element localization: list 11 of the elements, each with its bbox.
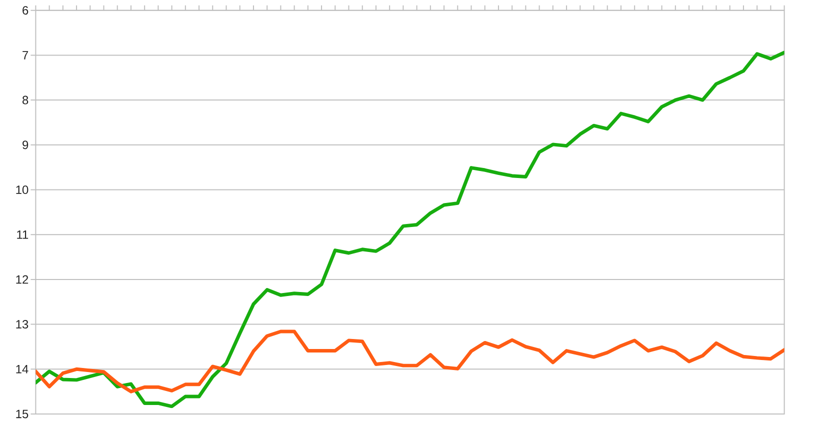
y-tick-label: 8 [22,96,28,104]
line-series [36,50,784,408]
y-tick-label: 9 [22,140,28,150]
y-tick-label: 6 [22,6,28,15]
y-tick-label: 10 [16,186,28,194]
y-tick-label: 11 [17,230,28,239]
y-tick-label: 14 [16,365,28,374]
y-tick-label: 7 [22,51,28,60]
y-tick-label: 15 [16,410,28,418]
y-tick-label: 13 [16,320,28,329]
y-tick-label: 12 [16,275,28,284]
